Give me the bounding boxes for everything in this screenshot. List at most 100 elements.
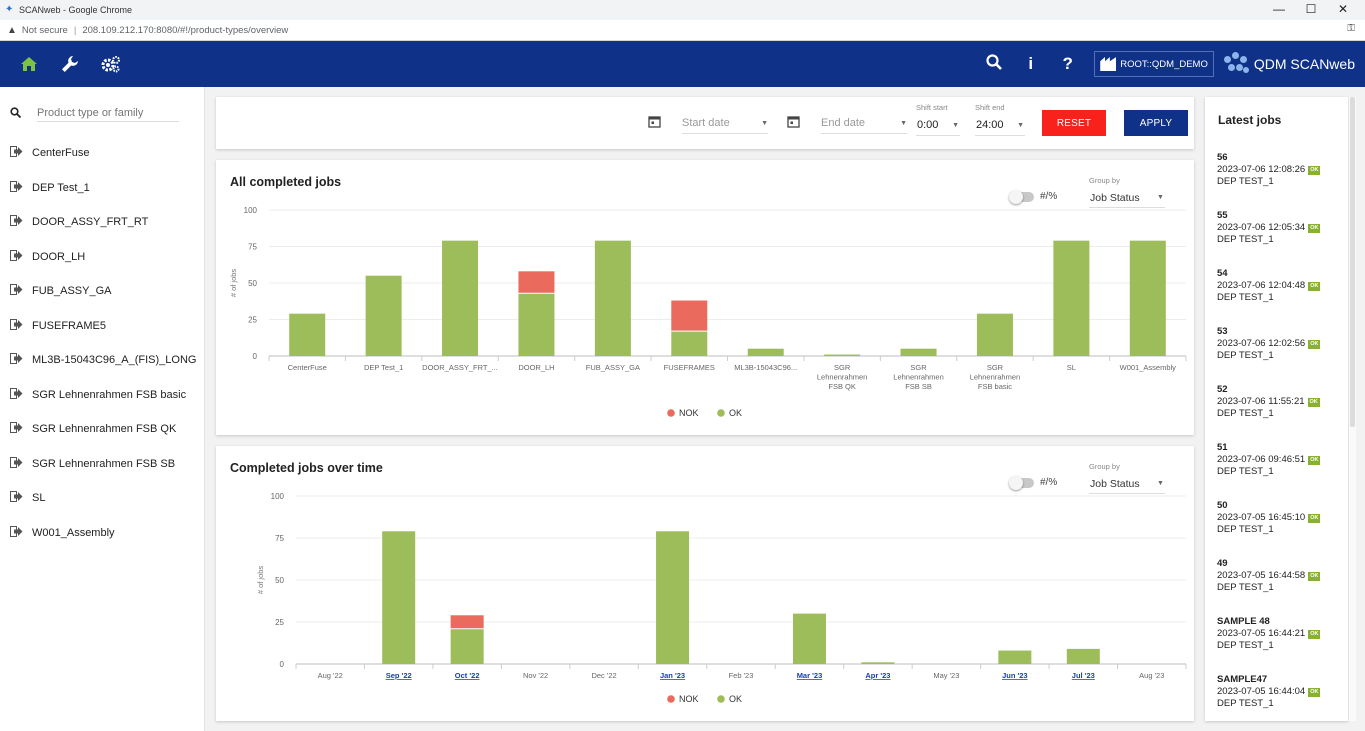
- search-icon[interactable]: [975, 53, 1012, 75]
- toggle-label: #/%: [1040, 191, 1058, 202]
- percent-toggle[interactable]: [1009, 476, 1034, 490]
- window-title: SCANweb - Google Chrome: [19, 5, 133, 15]
- url-text[interactable]: 208.109.212.170:8080/#!/product-types/ov…: [82, 24, 289, 36]
- sidebar-item-label: SGR Lehnenrahmen FSB basic: [32, 388, 187, 401]
- x-tick-label: Jul '23: [1072, 671, 1095, 680]
- legend-label-ok: OK: [729, 694, 742, 704]
- shift-start-select[interactable]: 0:00 ▼: [917, 119, 959, 131]
- job-product: DEP TEST_1: [1217, 408, 1274, 419]
- group-by-select[interactable]: Job Status: [1090, 478, 1140, 490]
- legend-marker-nok: [667, 409, 675, 417]
- group-by-underline: [1089, 207, 1165, 208]
- root-account-button[interactable]: ROOT::QDM_DEMO: [1094, 51, 1214, 77]
- chart-title: Completed jobs over time: [230, 461, 383, 475]
- help-icon[interactable]: ?: [1062, 54, 1073, 73]
- info-icon[interactable]: i: [1028, 54, 1034, 73]
- x-tick-label: SGR Lehnenrahmen FSB SB: [893, 363, 943, 391]
- sidebar-item-label: ML3B-15043C96_A_(FIS)_LONG: [32, 354, 197, 366]
- percent-toggle[interactable]: [1009, 190, 1034, 204]
- group-by-underline: [1089, 493, 1165, 494]
- search-icon: [10, 107, 37, 121]
- sidebar-item[interactable]: SGR Lehnenrahmen FSB basic: [10, 385, 186, 405]
- legend-marker-ok: [717, 409, 725, 417]
- ok-bar: [747, 348, 784, 356]
- gears-icon[interactable]: [90, 41, 131, 87]
- x-tick-label: CenterFuse: [288, 363, 327, 372]
- sidebar-item-label: DOOR_LH: [32, 250, 86, 263]
- group-by-select[interactable]: Job Status: [1090, 192, 1140, 204]
- sidebar-item[interactable]: DEP Test_1: [10, 178, 90, 198]
- job-entry[interactable]: 52 2023-07-06 11:55:21 OK DEP TEST_1: [1217, 384, 1342, 420]
- shift-end-select[interactable]: 24:00 ▼: [976, 119, 1024, 131]
- home-icon[interactable]: [8, 41, 49, 87]
- toggle-knob[interactable]: [1009, 476, 1023, 490]
- scrollbar-thumb[interactable]: [1350, 97, 1355, 427]
- wrench-icon[interactable]: [49, 41, 90, 87]
- maximize-button[interactable]: ☐: [1305, 2, 1317, 16]
- apply-button[interactable]: APPLY: [1124, 110, 1188, 136]
- sidebar-item[interactable]: FUB_ASSY_GA: [10, 281, 111, 301]
- x-tick-label: Oct '22: [455, 671, 480, 680]
- y-tick-label: 100: [271, 492, 285, 501]
- job-timestamp: 2023-07-06 12:02:56: [1217, 338, 1306, 349]
- sidebar-item[interactable]: DOOR_LH: [10, 247, 85, 267]
- chevron-down-icon[interactable]: ▼: [1157, 194, 1164, 201]
- y-tick-label: 50: [248, 279, 257, 288]
- reset-button[interactable]: RESET: [1042, 110, 1106, 136]
- sidebar-item-label: FUSEFRAME5: [32, 319, 106, 332]
- key-icon[interactable]: ⚿: [1347, 23, 1355, 34]
- chevron-down-icon[interactable]: ▼: [1157, 480, 1164, 487]
- toggle-knob[interactable]: [1009, 190, 1023, 204]
- start-date-input[interactable]: Start date ▼: [682, 117, 768, 131]
- completed-jobs-over-time-chart: 0 25 50 75 100 # of jobs Aug '22 Sep '22 Oct '22…: [256, 492, 1187, 704]
- sidebar-item[interactable]: ML3B-15043C96_A_(FIS)_LONG: [10, 350, 196, 370]
- x-tick-label: W001_Assembly: [1120, 363, 1177, 372]
- security-label[interactable]: Not secure: [21, 24, 68, 36]
- sidebar-item[interactable]: SGR Lehnenrahmen FSB SB: [10, 454, 175, 474]
- end-date-input[interactable]: End date ▼: [821, 117, 907, 131]
- job-entry[interactable]: 55 2023-07-06 12:05:34 OK DEP TEST_1: [1217, 210, 1342, 246]
- minimize-button[interactable]: —: [1273, 2, 1285, 16]
- job-entry[interactable]: 54 2023-07-06 12:04:48 OK DEP TEST_1: [1217, 268, 1342, 304]
- job-product: DEP TEST_1: [1217, 524, 1274, 535]
- y-tick-label: 25: [248, 316, 257, 325]
- job-entry[interactable]: SAMPLE 48 2023-07-05 16:44:21 OK DEP TEST_1: [1217, 616, 1342, 652]
- job-entry[interactable]: 49 2023-07-05 16:44:58 OK DEP TEST_1: [1217, 558, 1342, 594]
- sign-in-icon: [10, 525, 32, 540]
- scanweb-favicon-icon: ✦: [5, 4, 14, 15]
- job-entry[interactable]: 50 2023-07-05 16:45:10 OK DEP TEST_1: [1217, 500, 1342, 536]
- y-tick-label: 0: [280, 660, 285, 669]
- sidebar-item[interactable]: SL: [10, 488, 45, 508]
- chevron-down-icon: ▼: [1017, 122, 1024, 129]
- shift-end-underline: [975, 135, 1025, 136]
- job-id: 56: [1217, 152, 1228, 163]
- product-sidebar: CenterFuse DEP Test_1 DOOR_ASSY_FRT_RT DOOR…: [0, 87, 205, 731]
- chevron-down-icon: ▼: [900, 120, 907, 127]
- job-entry[interactable]: 51 2023-07-06 09:46:51 OK DEP TEST_1: [1217, 442, 1342, 478]
- sidebar-item[interactable]: FUSEFRAME5: [10, 316, 106, 336]
- sign-in-icon: [10, 353, 32, 367]
- nok-bar: [671, 300, 708, 332]
- job-timestamp: 2023-07-06 12:05:34: [1217, 222, 1306, 233]
- product-search-input[interactable]: [37, 106, 179, 122]
- warning-icon[interactable]: ▲: [7, 24, 17, 36]
- calendar-icon[interactable]: [787, 115, 800, 131]
- close-button[interactable]: ✕: [1337, 2, 1349, 16]
- job-entry[interactable]: 53 2023-07-06 12:02:56 OK DEP TEST_1: [1217, 326, 1342, 362]
- x-tick-label: Aug '23: [1139, 671, 1164, 680]
- end-date-underline: [821, 133, 907, 134]
- ok-bar: [900, 348, 937, 356]
- sidebar-item[interactable]: CenterFuse: [10, 143, 89, 163]
- sign-in-icon: [10, 491, 32, 505]
- job-id: 54: [1217, 268, 1228, 279]
- sidebar-item[interactable]: DOOR_ASSY_FRT_RT: [10, 212, 148, 232]
- sidebar-item[interactable]: W001_Assembly: [10, 523, 115, 543]
- calendar-icon[interactable]: [648, 115, 661, 131]
- job-entry[interactable]: SAMPLE47 2023-07-05 16:44:04 OK DEP TEST_1: [1217, 674, 1342, 710]
- ok-bar: [382, 531, 416, 664]
- ok-bar: [450, 628, 484, 664]
- job-entry[interactable]: 56 2023-07-06 12:08:26 OK DEP TEST_1: [1217, 152, 1342, 188]
- address-bar[interactable]: ▲ Not secure | 208.109.212.170:8080/#!/p…: [0, 20, 1365, 41]
- shift-start-value: 0:00: [917, 119, 939, 131]
- sidebar-item[interactable]: SGR Lehnenrahmen FSB QK: [10, 419, 176, 439]
